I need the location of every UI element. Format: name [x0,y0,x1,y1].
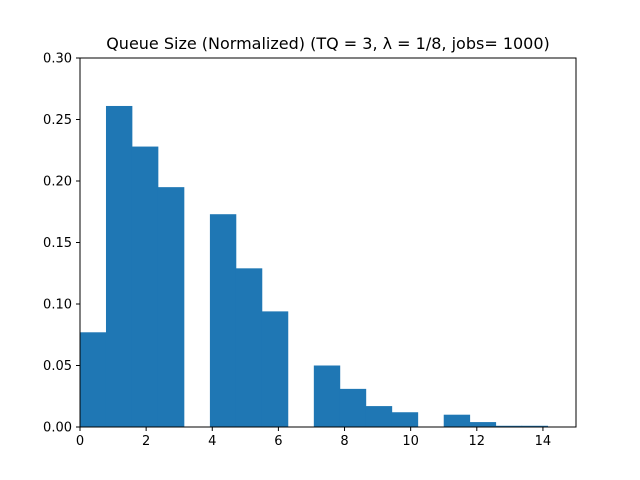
histogram-bar [131,146,159,427]
x-tick-label: 2 [142,434,150,449]
histogram-bar [209,214,237,427]
y-tick-label: 0.30 [43,52,72,67]
x-tick-label: 6 [274,434,282,449]
chart-title: Queue Size (Normalized) (TQ = 3, λ = 1/8… [106,34,550,53]
y-tick-label: 0.20 [43,175,72,190]
y-tick-label: 0.10 [43,298,72,313]
histogram-bar [157,187,185,427]
x-tick-label: 10 [402,434,419,449]
y-tick-label: 0.00 [43,421,72,436]
histogram-bar [235,268,263,427]
y-tick-label: 0.05 [43,359,72,374]
histogram-bar [261,311,289,427]
histogram-bar [495,425,523,427]
y-tick-label: 0.25 [43,113,72,128]
histogram-bar [365,406,393,427]
y-axis: 0.00 0.05 0.10 0.15 0.20 0.25 0.30 [43,52,80,436]
x-axis: 0 2 4 6 8 10 12 14 [76,427,551,449]
histogram-bar [469,422,497,427]
histogram-bar [339,388,367,427]
histogram-bar [391,412,419,427]
bars-group [80,105,549,427]
x-tick-label: 0 [76,434,84,449]
x-tick-label: 8 [340,434,348,449]
y-tick-label: 0.15 [43,236,72,251]
x-tick-label: 4 [208,434,216,449]
x-tick-label: 14 [535,434,552,449]
histogram-bar [80,332,107,427]
histogram-bar [105,105,133,427]
histogram-bar [313,365,341,427]
histogram-bar [443,414,471,427]
histogram-bar [521,425,549,427]
x-tick-label: 12 [469,434,486,449]
